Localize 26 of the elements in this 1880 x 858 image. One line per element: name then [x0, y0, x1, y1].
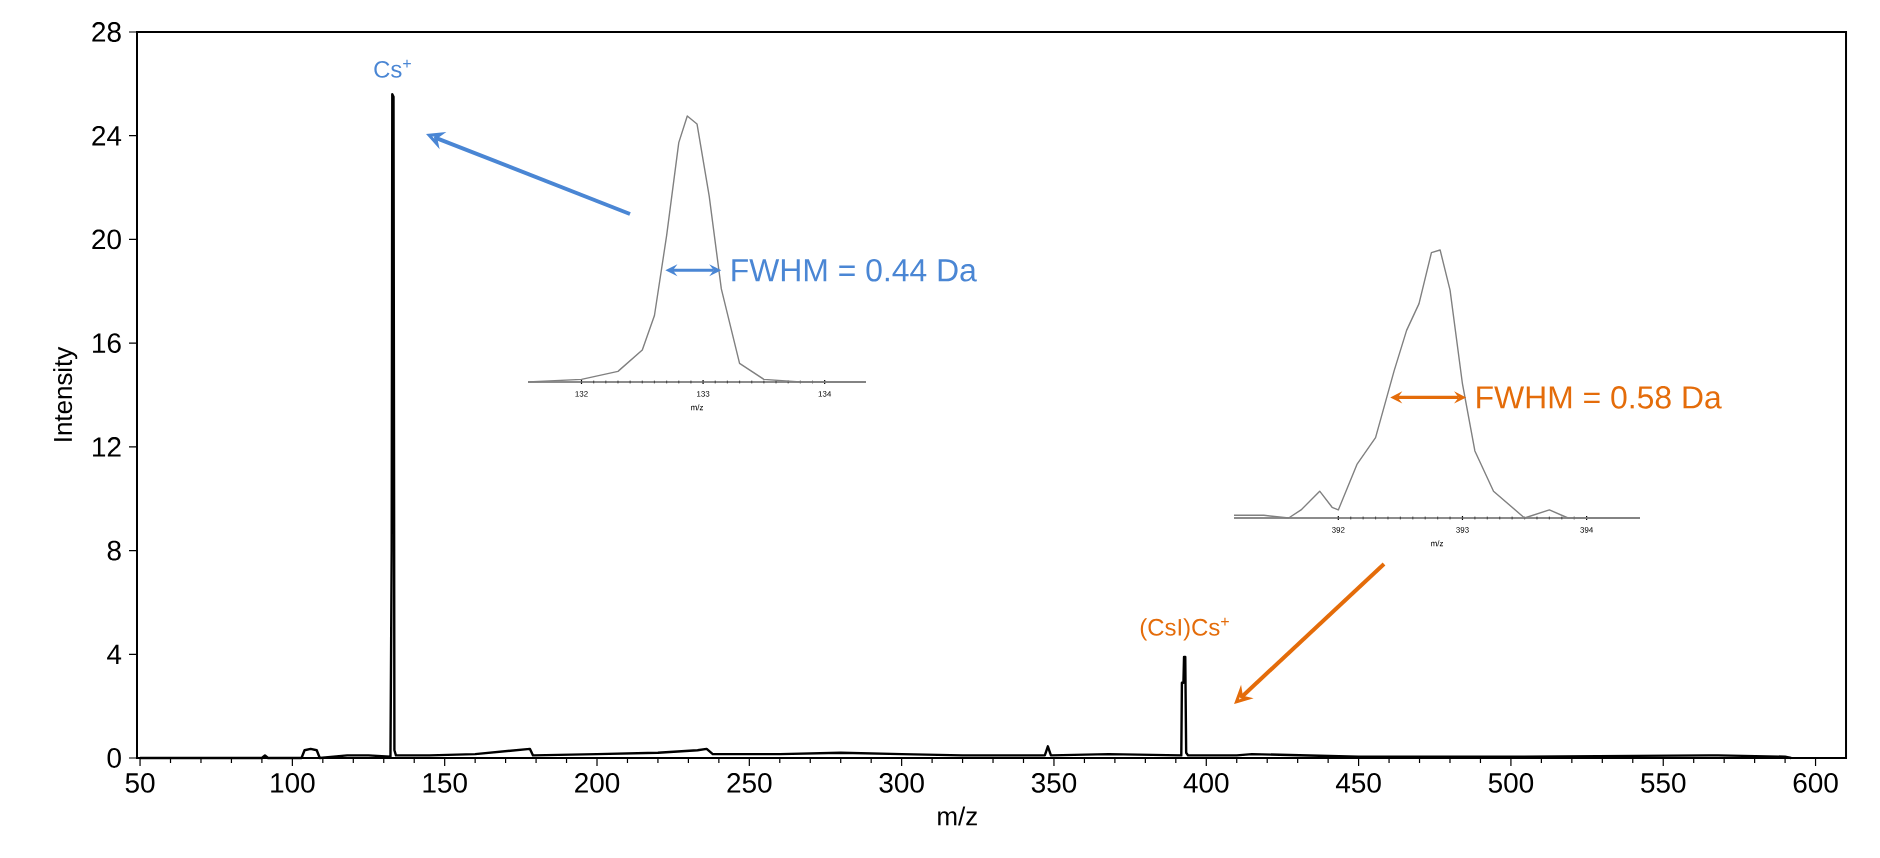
x-tick-label: 100	[271, 773, 315, 793]
x-tick-label: 200	[575, 773, 620, 793]
x-tick-label: 550	[1641, 773, 1686, 793]
y-tick-label: 28	[92, 22, 121, 42]
y-axis-title: Intensity	[53, 346, 78, 441]
y-tick-label: 20	[92, 229, 121, 250]
x-tick-label: 150	[423, 773, 467, 793]
x-tick-label: 600	[1793, 773, 1838, 793]
annotation: FWHM = 0.44 Da	[732, 259, 977, 282]
x-tick-label: 300	[879, 773, 924, 793]
y-tick-label: 8	[107, 540, 121, 561]
x-tick-label: 400	[1183, 773, 1229, 793]
x-tick-label: 250	[727, 773, 772, 793]
annotation: FWHM = 0.58 Da	[1477, 386, 1722, 409]
y-tick-label: 0	[107, 748, 121, 768]
x-axis-title: m/z	[938, 806, 977, 826]
y-tick-label: 12	[93, 437, 121, 457]
x-tick-label: 500	[1488, 773, 1534, 793]
y-tick-label: 4	[107, 644, 122, 664]
y-tick-label: 16	[93, 333, 121, 354]
x-tick-label: 450	[1335, 773, 1381, 793]
annotation: Cs$^{+}$	[374, 59, 411, 78]
x-tick-label: 350	[1031, 773, 1077, 793]
x-tick-label: 50	[125, 773, 155, 793]
y-tick-label: 24	[92, 125, 122, 146]
annotation: (CsI)Cs$^{+}$	[1140, 617, 1229, 641]
